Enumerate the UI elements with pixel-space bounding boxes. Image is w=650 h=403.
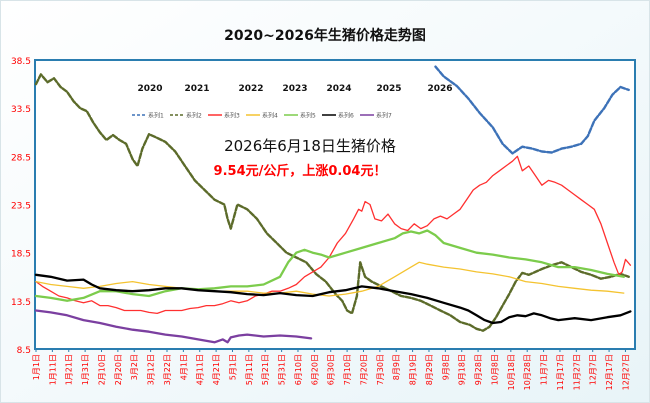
legend-year-label: 2020 [137, 84, 162, 94]
x-tick-label: 4月21日 [212, 354, 221, 385]
legend-year-label: 2026 [427, 84, 452, 94]
legend-label: 系列4 [262, 112, 278, 120]
legend-label: 系列3 [224, 112, 240, 120]
x-tick-label: 3月22日 [163, 354, 172, 385]
legend-year-label: 2022 [238, 84, 263, 94]
y-tick-label: 28.5 [11, 153, 31, 163]
x-tick-label: 9月18日 [458, 354, 467, 385]
series-layer [34, 65, 632, 344]
x-tick-label: 4月1日 [179, 354, 188, 380]
legend-label: 系列2 [186, 112, 202, 120]
legend-label: 系列7 [376, 112, 392, 120]
x-tick-label: 5月11日 [245, 354, 254, 385]
series-line-2020 [434, 65, 630, 155]
series-line-2024 [34, 229, 625, 302]
legend-label: 系列5 [300, 112, 316, 120]
x-tick-label: 1月11日 [48, 354, 57, 385]
x-tick-label: 6月10日 [294, 354, 303, 385]
y-tick-label: 23.5 [11, 202, 31, 212]
x-tick-label: 8月29日 [425, 354, 434, 385]
x-tick-label: 6月30日 [327, 354, 336, 385]
x-tick-label: 10月28日 [523, 354, 532, 390]
legend-year-label: 2021 [184, 84, 209, 94]
x-tick-label: 12月17日 [605, 354, 614, 390]
x-tick-label: 4月11日 [196, 354, 205, 385]
x-tick-label: 11月7日 [540, 354, 549, 385]
x-tick-label: 1月1日 [32, 354, 41, 380]
x-tick-label: 1月31日 [81, 354, 90, 385]
series-line-2022 [35, 155, 632, 315]
x-tick-label: 10月8日 [490, 354, 499, 385]
legend-year-label: 2023 [282, 84, 307, 94]
x-tick-label: 12月7日 [589, 354, 598, 385]
series-line-2026 [34, 309, 313, 344]
x-tick-label: 2月10日 [97, 354, 106, 385]
legend-years: 2020 2021 2022 2023 2024 2025 2026 [137, 84, 452, 94]
series-line-2025 [34, 273, 632, 325]
y-tick-label: 13.5 [11, 298, 31, 308]
x-tick-label: 9月8日 [441, 354, 450, 380]
x-tick-label: 7月10日 [343, 354, 352, 385]
x-tick-label: 11月17日 [556, 354, 565, 390]
x-tick-label: 9月28日 [474, 354, 483, 385]
x-tick-label: 5月21日 [261, 354, 270, 385]
x-tick-label: 5月31日 [278, 354, 287, 385]
y-tick-label: 8.5 [17, 346, 31, 356]
x-tick-label: 12月27日 [621, 354, 630, 390]
plot-area [34, 59, 636, 350]
y-tick-label: 33.5 [11, 105, 31, 115]
x-tick-label: 8月9日 [392, 354, 401, 380]
annotation-headline: 2026年6月18日生猪价格 [224, 137, 396, 155]
x-tick-label: 5月1日 [228, 354, 237, 380]
chart-title: 2020~2026年生猪价格走势图 [224, 27, 426, 44]
x-tick-label: 3月2日 [130, 354, 139, 380]
x-tick-label: 2月20日 [114, 354, 123, 385]
x-tick-label: 8月19日 [409, 354, 418, 385]
y-axis: 8.5 13.5 18.5 23.5 28.5 33.5 38.5 [11, 57, 31, 356]
legend-label: 系列6 [338, 112, 354, 120]
x-tick-label: 7月20日 [359, 354, 368, 385]
y-tick-label: 38.5 [11, 57, 31, 67]
series-line-2023 [35, 261, 625, 297]
y-tick-label: 18.5 [11, 250, 31, 260]
annotation-detail: 9.54元/公斤，上涨0.04元！ [214, 163, 387, 179]
legend-year-label: 2025 [376, 84, 401, 94]
x-tick-label: 10月18日 [507, 354, 516, 390]
legend-year-label: 2024 [326, 84, 351, 94]
legend-label: 系列1 [148, 112, 164, 120]
x-tick-label: 11月27日 [572, 354, 581, 390]
x-tick-label: 3月12日 [147, 354, 156, 385]
x-axis: 1月1日 1月11日 1月21日 1月31日 2月10日 2月20日 3月2日 3月12日 3月… [32, 349, 630, 390]
legend: 系列1 系列2 系列3 系列4 系列5 系列6 系列7 [132, 112, 392, 120]
x-tick-label: 1月21日 [65, 354, 74, 385]
x-tick-label: 7月30日 [376, 354, 385, 385]
x-tick-label: 6月20日 [310, 354, 319, 385]
